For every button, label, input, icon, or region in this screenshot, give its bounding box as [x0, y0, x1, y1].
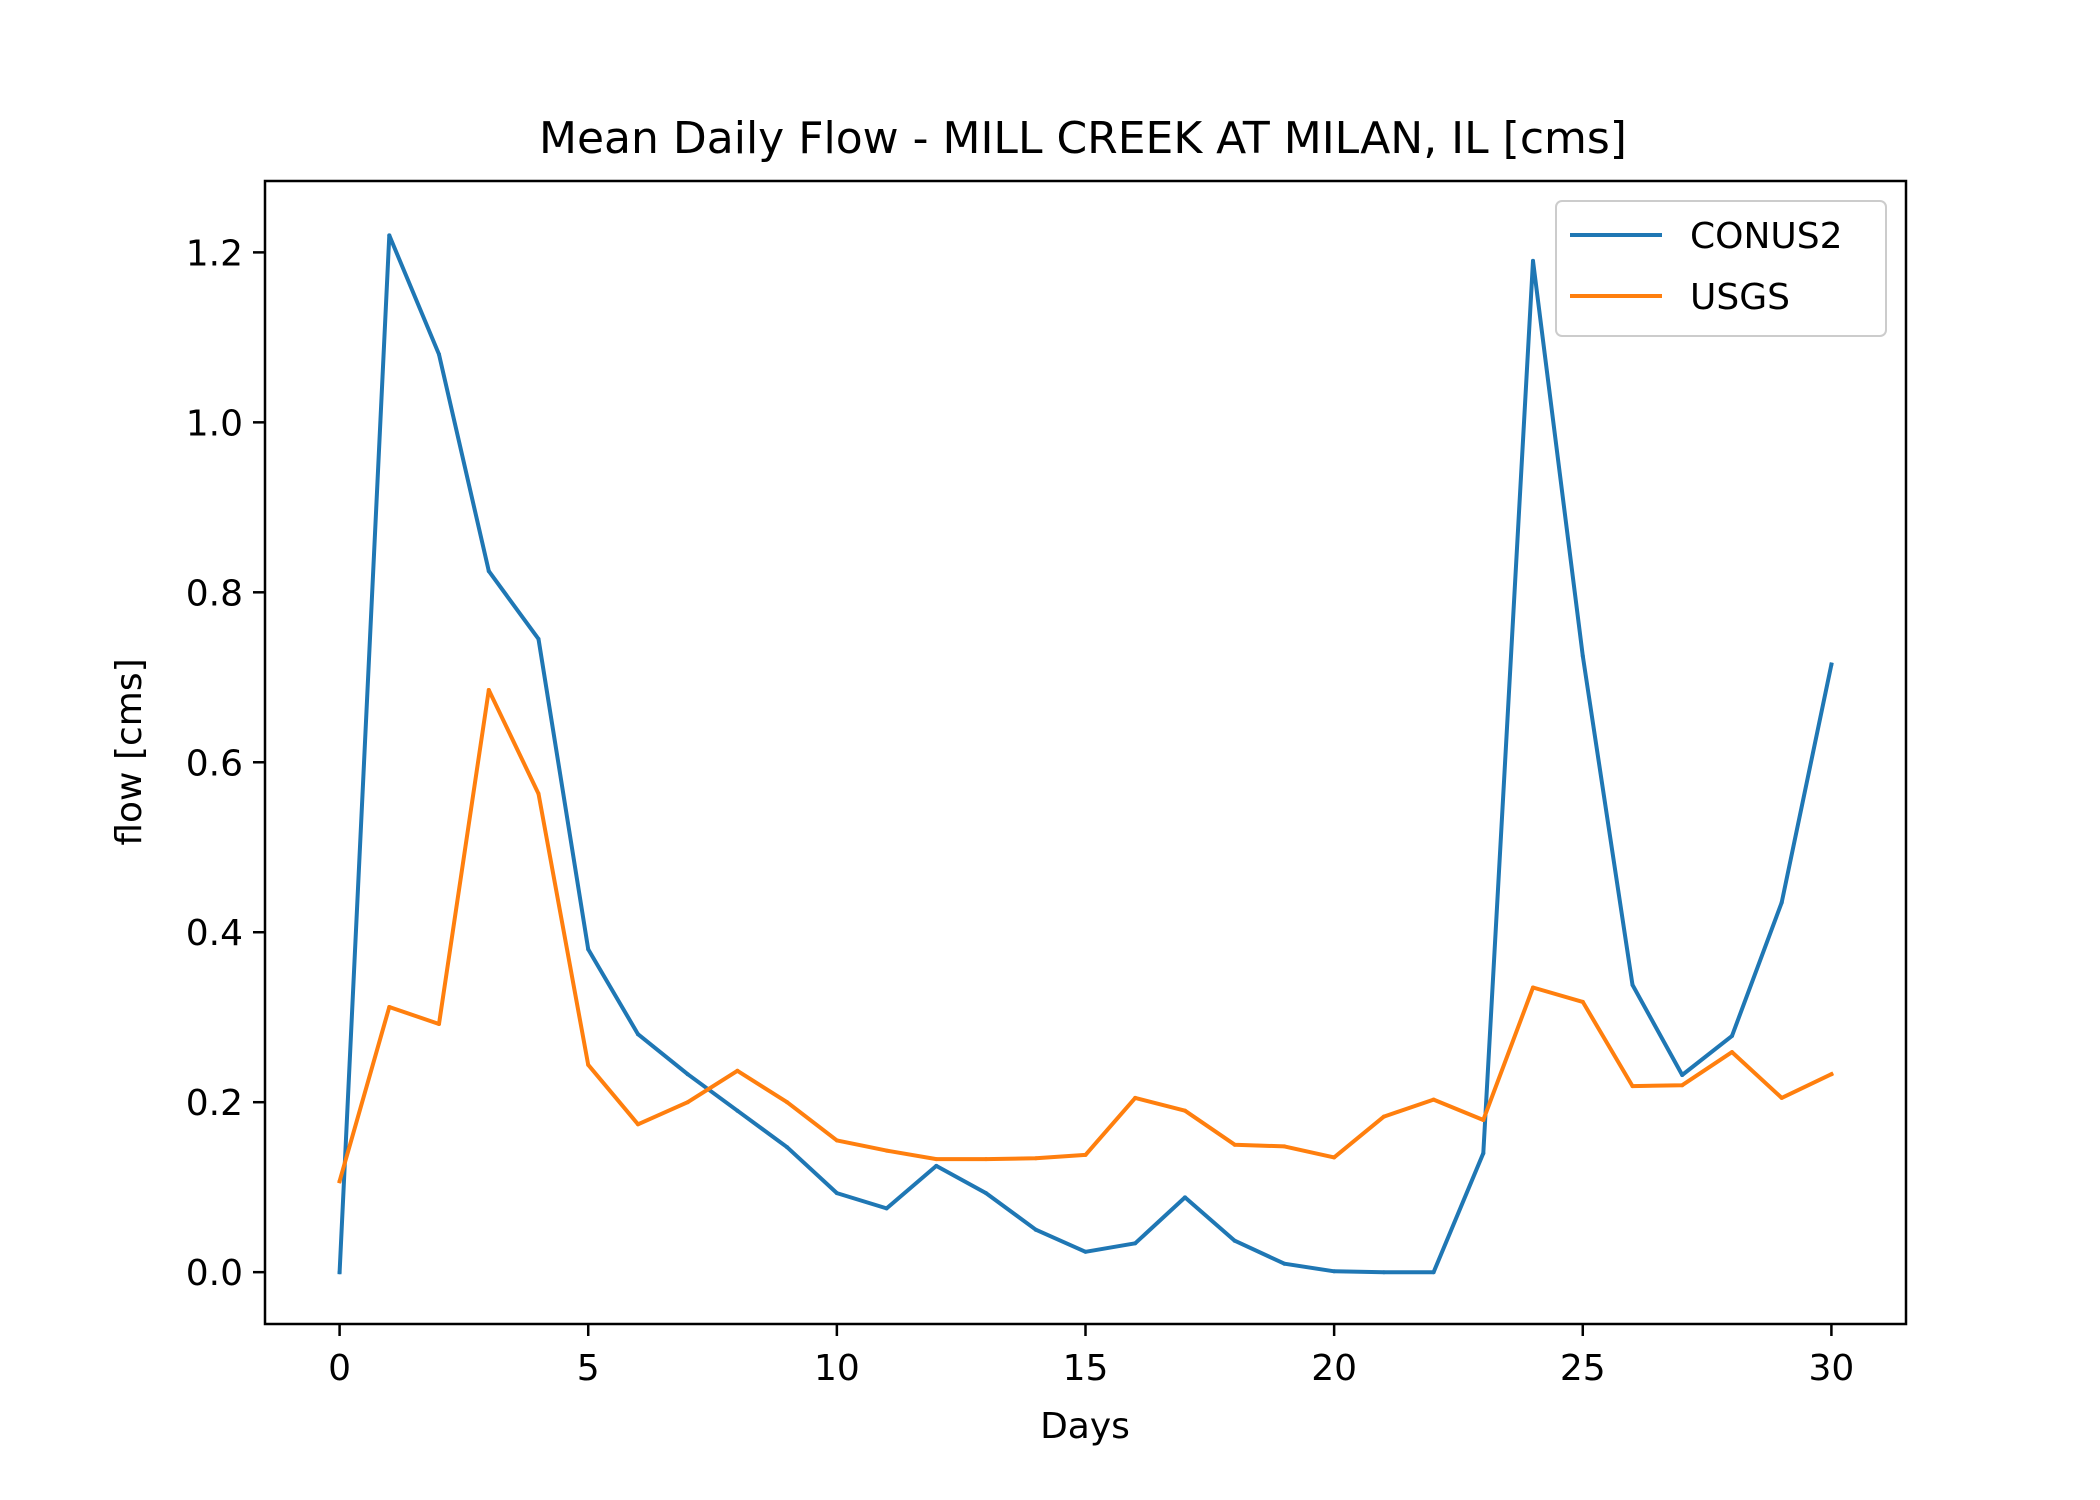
y-tick-label: 0.6 — [186, 743, 243, 784]
data-point-usgs-20 — [1332, 1155, 1337, 1160]
data-point-usgs-30 — [1829, 1072, 1834, 1077]
data-point-usgs-24 — [1531, 985, 1535, 990]
data-point-conus2-15 — [1083, 1249, 1088, 1254]
data-point-usgs-25 — [1580, 999, 1585, 1004]
x-tick-label: 25 — [1560, 1348, 1606, 1389]
data-point-conus2-20 — [1332, 1269, 1337, 1274]
data-point-conus2-16 — [1133, 1241, 1138, 1246]
data-point-conus2-29 — [1779, 900, 1784, 905]
data-point-usgs-8 — [735, 1068, 740, 1073]
data-point-usgs-9 — [785, 1100, 790, 1105]
data-point-usgs-11 — [884, 1148, 889, 1153]
data-point-usgs-2 — [437, 1022, 441, 1026]
y-tick-label: 1.2 — [186, 233, 243, 274]
x-tick-label: 30 — [1809, 1348, 1855, 1389]
data-point-conus2-14 — [1033, 1227, 1038, 1232]
data-point-conus2-6 — [636, 1032, 640, 1037]
legend: CONUS2 USGS — [1555, 200, 1887, 337]
data-point-conus2-5 — [586, 947, 591, 952]
data-point-usgs-5 — [586, 1062, 591, 1067]
data-point-conus2-0 — [337, 1270, 342, 1275]
data-point-usgs-16 — [1133, 1095, 1138, 1100]
data-point-conus2-28 — [1730, 1033, 1734, 1038]
data-point-conus2-3 — [486, 569, 491, 574]
data-point-conus2-24 — [1531, 258, 1535, 263]
data-point-usgs-22 — [1431, 1097, 1436, 1102]
data-point-usgs-26 — [1630, 1084, 1635, 1089]
y-axis-label: flow [cms] — [109, 658, 150, 845]
data-point-usgs-10 — [834, 1138, 839, 1143]
data-point-usgs-12 — [934, 1157, 939, 1162]
data-point-conus2-10 — [834, 1191, 839, 1196]
data-point-conus2-12 — [934, 1163, 939, 1168]
x-tick-label: 15 — [1063, 1348, 1109, 1389]
data-point-conus2-21 — [1381, 1270, 1386, 1275]
data-point-conus2-1 — [387, 233, 392, 238]
y-tick-label: 0.8 — [186, 573, 243, 614]
data-point-usgs-7 — [685, 1100, 690, 1105]
x-axis-ticks: 0 5 10 15 20 25 30 — [328, 1324, 1854, 1389]
y-tick-label: 0.4 — [186, 913, 243, 954]
data-point-usgs-14 — [1033, 1156, 1038, 1161]
data-point-conus2-7 — [685, 1072, 690, 1077]
data-point-usgs-6 — [636, 1122, 640, 1127]
x-axis-label: Days — [1040, 1406, 1130, 1447]
x-tick-label: 0 — [328, 1348, 351, 1389]
y-tick-label: 0.2 — [186, 1083, 243, 1124]
data-point-conus2-4 — [536, 637, 541, 641]
chart-title: Mean Daily Flow - MILL CREEK AT MILAN, I… — [539, 113, 1627, 164]
y-tick-label: 0.0 — [186, 1253, 243, 1294]
x-tick-label: 10 — [814, 1348, 860, 1389]
data-point-usgs-3 — [486, 688, 491, 692]
data-point-conus2-27 — [1680, 1073, 1685, 1077]
y-tick-label: 1.0 — [186, 403, 243, 444]
data-point-conus2-26 — [1630, 982, 1635, 987]
data-point-usgs-28 — [1730, 1050, 1734, 1055]
data-point-conus2-2 — [437, 352, 441, 357]
x-tick-label: 5 — [577, 1348, 600, 1389]
data-point-usgs-23 — [1481, 1118, 1486, 1122]
data-point-conus2-19 — [1282, 1261, 1287, 1266]
data-point-conus2-18 — [1232, 1238, 1237, 1243]
data-point-usgs-19 — [1282, 1144, 1287, 1149]
data-point-usgs-21 — [1381, 1114, 1386, 1119]
data-point-usgs-17 — [1183, 1108, 1187, 1113]
data-point-conus2-8 — [735, 1108, 740, 1113]
data-point-usgs-4 — [536, 791, 541, 796]
data-point-conus2-11 — [884, 1206, 889, 1211]
data-point-usgs-0 — [337, 1179, 342, 1184]
data-point-usgs-1 — [387, 1005, 392, 1009]
data-point-conus2-13 — [984, 1191, 988, 1196]
data-point-conus2-30 — [1829, 662, 1834, 667]
data-point-conus2-9 — [785, 1145, 790, 1150]
data-point-conus2-17 — [1183, 1195, 1187, 1200]
data-point-conus2-25 — [1580, 654, 1585, 658]
y-axis-ticks: 0.0 0.2 0.4 0.6 0.8 1.0 1.2 — [186, 233, 265, 1294]
data-point-usgs-15 — [1083, 1152, 1088, 1157]
data-point-conus2-22 — [1431, 1270, 1436, 1275]
x-tick-label: 20 — [1311, 1348, 1357, 1389]
data-point-usgs-29 — [1779, 1095, 1784, 1100]
series-layer — [337, 233, 1835, 1275]
legend-label-usgs: USGS — [1690, 277, 1790, 318]
data-point-usgs-18 — [1232, 1142, 1237, 1147]
data-point-usgs-13 — [984, 1157, 988, 1162]
data-point-conus2-23 — [1481, 1151, 1486, 1156]
legend-label-conus2: CONUS2 — [1690, 216, 1843, 257]
data-point-usgs-27 — [1680, 1083, 1685, 1088]
